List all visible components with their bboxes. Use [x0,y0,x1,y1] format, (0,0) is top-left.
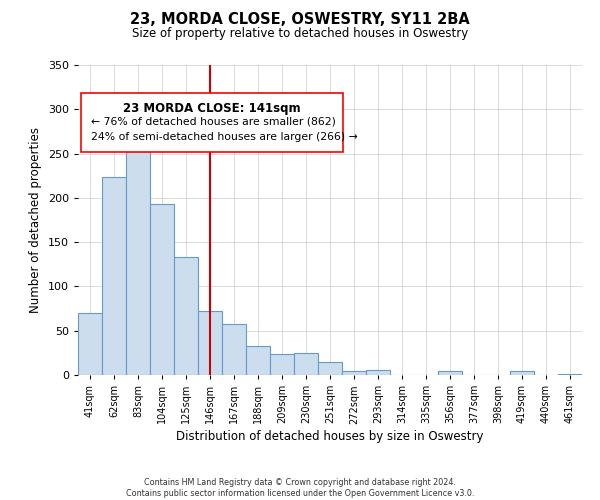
Text: 23, MORDA CLOSE, OSWESTRY, SY11 2BA: 23, MORDA CLOSE, OSWESTRY, SY11 2BA [130,12,470,28]
Bar [150,204,174,375]
FancyBboxPatch shape [80,93,343,152]
Y-axis label: Number of detached properties: Number of detached properties [29,127,42,313]
Bar [510,370,534,375]
Bar [78,313,102,375]
Bar [294,353,318,375]
Bar [366,370,390,375]
Bar [126,129,150,375]
X-axis label: Distribution of detached houses by size in Oswestry: Distribution of detached houses by size … [176,430,484,444]
Bar [246,346,270,375]
Bar [198,311,222,375]
Bar [558,374,582,375]
Text: Contains HM Land Registry data © Crown copyright and database right 2024.
Contai: Contains HM Land Registry data © Crown c… [126,478,474,498]
Bar [174,257,198,375]
Bar [342,370,366,375]
Bar [222,324,246,375]
Bar [270,354,294,375]
Text: Size of property relative to detached houses in Oswestry: Size of property relative to detached ho… [132,28,468,40]
Text: ← 76% of detached houses are smaller (862): ← 76% of detached houses are smaller (86… [91,116,335,126]
Text: 24% of semi-detached houses are larger (266) →: 24% of semi-detached houses are larger (… [91,132,358,141]
Bar [102,176,126,375]
Bar [318,362,342,375]
Text: 23 MORDA CLOSE: 141sqm: 23 MORDA CLOSE: 141sqm [123,102,301,115]
Bar [438,370,462,375]
